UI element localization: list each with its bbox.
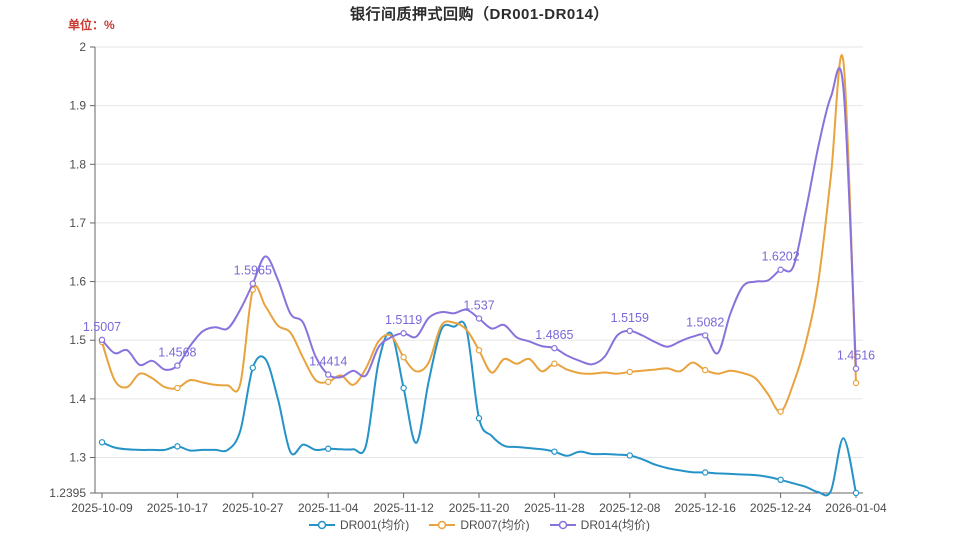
- data-point-marker-dr001[interactable]: [551, 448, 558, 455]
- point-value-label: 1.5082: [686, 315, 724, 329]
- data-point-marker-dr014[interactable]: [98, 336, 106, 344]
- y-axis-label: 1.3: [69, 451, 86, 465]
- y-axis-label: 1.2395: [49, 486, 86, 500]
- y-axis-label: 1.7: [69, 216, 86, 230]
- legend-item-dr001[interactable]: DR001(均价): [308, 516, 410, 533]
- point-value-label: 1.5119: [385, 313, 422, 327]
- data-point-marker-dr014[interactable]: [626, 327, 634, 335]
- x-axis-label: 2025-10-09: [71, 501, 133, 515]
- point-value-label: 1.5007: [83, 320, 121, 334]
- y-axis-label: 2: [79, 40, 86, 54]
- data-point-marker-dr007[interactable]: [777, 408, 784, 415]
- data-point-marker-dr007[interactable]: [475, 346, 483, 354]
- legend: DR001(均价) DR007(均价) DR014(均价): [0, 516, 959, 533]
- x-axis-label: 2025-10-17: [147, 501, 209, 515]
- legend-label: DR001(均价): [339, 518, 410, 532]
- data-point-marker-dr014[interactable]: [325, 371, 332, 378]
- legend-line-marker-icon: [429, 520, 456, 529]
- data-point-marker-dr001[interactable]: [325, 445, 332, 452]
- x-axis-label: 2025-11-20: [449, 501, 510, 515]
- x-axis-label: 2025-12-16: [675, 501, 737, 515]
- unit-label: 单位：%: [68, 18, 115, 32]
- point-value-label: 1.5965: [234, 264, 272, 278]
- data-point-marker-dr001[interactable]: [98, 439, 106, 446]
- legend-item-dr014[interactable]: DR014(均价): [549, 516, 651, 533]
- y-axis-label: 1.9: [69, 99, 86, 113]
- data-point-marker-dr014[interactable]: [475, 315, 483, 322]
- chart-title: 银行间质押式回购（DR001-DR014）: [350, 6, 609, 23]
- y-axis-label: 1.4: [69, 392, 86, 406]
- legend-label: DR007(均价): [460, 518, 530, 532]
- data-point-marker-dr007[interactable]: [325, 378, 332, 386]
- x-axis-label: 2025-12-24: [750, 501, 812, 515]
- point-value-label: 1.4865: [535, 328, 573, 342]
- data-point-marker-dr014[interactable]: [777, 266, 784, 273]
- data-point-marker-dr001[interactable]: [400, 384, 407, 392]
- point-value-label: 1.537: [463, 299, 494, 313]
- series-line-dr007[interactable]: [101, 54, 857, 413]
- series-line-dr001[interactable]: [101, 320, 857, 497]
- x-axis-label: 2025-11-12: [373, 501, 434, 515]
- legend-line-marker-icon: [308, 520, 335, 529]
- data-point-marker-dr007[interactable]: [400, 354, 407, 361]
- data-point-marker-dr014[interactable]: [400, 330, 407, 337]
- point-value-label: 1.5159: [611, 311, 649, 325]
- y-axis-label: 1.5: [69, 333, 86, 347]
- data-point-marker-dr001[interactable]: [852, 489, 860, 497]
- data-point-marker-dr007[interactable]: [852, 379, 860, 387]
- data-point-marker-dr001[interactable]: [777, 476, 784, 484]
- y-axis-label: 1.6: [69, 275, 86, 289]
- data-point-marker-dr007[interactable]: [174, 384, 181, 392]
- data-point-marker-dr001[interactable]: [174, 443, 181, 450]
- data-point-marker-dr001[interactable]: [249, 364, 256, 371]
- x-axis-label: 2026-01-04: [825, 501, 887, 515]
- data-point-marker-dr014[interactable]: [249, 280, 256, 287]
- point-value-label: 1.6202: [761, 250, 799, 264]
- x-axis-label: 2025-11-28: [524, 501, 585, 515]
- data-point-marker-dr007[interactable]: [551, 360, 558, 367]
- data-point-marker-dr007[interactable]: [626, 368, 634, 376]
- x-axis-label: 2025-11-04: [298, 501, 359, 515]
- y-axis-label: 1.8: [69, 157, 86, 171]
- legend-item-dr007[interactable]: DR007(均价): [429, 516, 530, 533]
- data-point-marker-dr001[interactable]: [626, 452, 634, 459]
- data-point-marker-dr014[interactable]: [702, 332, 709, 339]
- legend-label: DR014(均价): [580, 518, 651, 532]
- point-value-label: 1.4516: [837, 349, 875, 363]
- data-point-marker-dr014[interactable]: [551, 344, 558, 352]
- x-axis-label: 2025-12-08: [599, 501, 661, 515]
- data-point-marker-dr014[interactable]: [174, 362, 181, 369]
- point-value-label: 1.4568: [158, 346, 196, 360]
- data-point-marker-dr001[interactable]: [702, 469, 709, 476]
- point-value-label: 1.4414: [309, 355, 347, 369]
- data-point-marker-dr007[interactable]: [702, 366, 709, 374]
- data-point-marker-dr014[interactable]: [852, 365, 860, 372]
- legend-line-marker-icon: [549, 520, 576, 529]
- series-line-dr014[interactable]: [101, 67, 857, 379]
- x-axis-label: 2025-10-27: [222, 501, 284, 515]
- data-point-marker-dr001[interactable]: [475, 415, 483, 422]
